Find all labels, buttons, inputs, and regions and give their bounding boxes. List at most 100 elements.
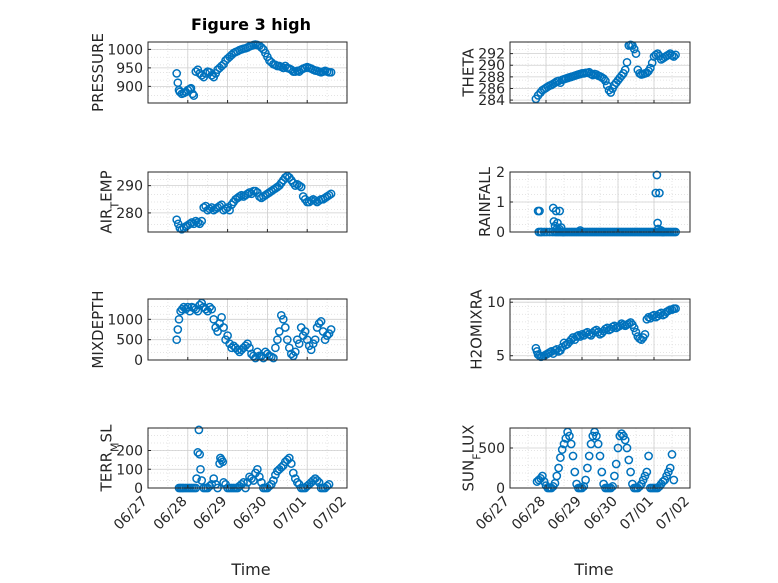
data-point	[292, 478, 302, 487]
data-point	[217, 61, 226, 71]
axes-box	[147, 171, 348, 233]
y-tick-label: 0	[134, 353, 143, 369]
data-point	[635, 482, 644, 491]
y-axis-label: AIRTEMP	[97, 170, 121, 233]
data-point	[551, 206, 561, 216]
data-point	[271, 343, 280, 353]
data-point	[219, 478, 228, 487]
data-point	[553, 226, 563, 235]
y-tick-label: 0	[496, 481, 505, 497]
data-point	[284, 453, 294, 463]
data-point	[595, 451, 605, 461]
data-point	[538, 471, 547, 481]
data-point	[652, 170, 662, 180]
data-point	[239, 478, 248, 487]
data-point	[592, 431, 601, 441]
data-point	[249, 476, 258, 485]
data-point	[209, 314, 219, 324]
data-point	[557, 445, 567, 454]
axes-box	[147, 298, 348, 361]
data-point	[620, 65, 630, 75]
data-point	[619, 431, 628, 441]
data-point	[622, 443, 632, 453]
x-tick-label: 06/29	[545, 494, 585, 534]
data-point	[669, 475, 679, 485]
data-point	[310, 335, 320, 345]
data-point	[610, 471, 619, 481]
data-point	[218, 457, 228, 467]
y-tick-label: 1000	[107, 312, 143, 328]
y-tick-label: 1	[496, 195, 505, 211]
y-tick-label: 286	[478, 81, 505, 97]
data-point	[644, 451, 653, 461]
y-tick-label: 290	[478, 58, 505, 74]
data-point	[183, 302, 193, 312]
data-point	[554, 463, 563, 473]
data-point	[664, 467, 673, 477]
data-point	[552, 224, 562, 234]
y-tick-label: 5	[496, 349, 505, 365]
y-tick-label: 284	[478, 93, 505, 109]
data-point	[290, 347, 300, 357]
data-point	[631, 49, 641, 58]
data-point	[565, 431, 574, 441]
data-point	[575, 226, 585, 235]
data-point	[593, 439, 603, 449]
data-point	[631, 327, 641, 337]
data-point	[196, 464, 205, 474]
data-point	[642, 467, 652, 477]
x-tick-label: 06/27	[473, 494, 513, 534]
y-axis-label: PRESSURE	[89, 33, 107, 112]
data-point	[257, 43, 266, 52]
data-point	[205, 481, 215, 491]
data-point	[294, 339, 304, 349]
data-point	[324, 329, 334, 338]
data-point	[188, 89, 197, 99]
data-point	[552, 344, 562, 354]
data-point	[197, 216, 207, 226]
subplot-7: 0 100 200 06/27 06/28 06/29 06/30 07/01 07/02 TER…	[97, 424, 349, 533]
data-point	[322, 331, 332, 340]
data-point	[597, 467, 607, 477]
data-point	[651, 188, 661, 198]
y-tick-label: 0	[496, 225, 505, 241]
data-point	[620, 435, 630, 445]
data-point	[601, 76, 610, 86]
data-point	[286, 459, 296, 468]
data-point	[624, 455, 634, 465]
data-point	[539, 477, 549, 486]
data-point	[205, 302, 215, 312]
data-point	[173, 78, 183, 88]
data-point	[312, 323, 322, 332]
data-point	[665, 463, 675, 473]
data-point	[273, 335, 282, 345]
data-point	[326, 189, 336, 199]
data-point	[586, 439, 596, 449]
data-point	[651, 50, 661, 60]
x-axis-label-right: Time	[573, 560, 613, 579]
y-tick-label: 900	[116, 79, 143, 95]
y-tick-label: 280	[116, 206, 143, 222]
figure-title: Figure 3 high	[191, 15, 311, 34]
data-point	[193, 218, 203, 227]
y-tick-label: 100	[116, 462, 143, 478]
data-point	[570, 467, 580, 477]
data-point	[175, 223, 185, 233]
y-tick-label: 292	[478, 47, 505, 63]
data-point	[615, 431, 625, 441]
data-point	[608, 482, 617, 491]
data-point	[225, 205, 234, 215]
data-point	[274, 327, 284, 336]
data-point	[217, 312, 226, 322]
data-point	[655, 188, 664, 198]
data-point	[312, 476, 322, 485]
y-tick-label: 10	[487, 295, 505, 311]
data-point	[653, 218, 662, 228]
data-point	[265, 481, 274, 491]
y-axis-label: TERRMSL	[97, 424, 121, 493]
data-point	[179, 302, 189, 312]
data-point	[581, 475, 590, 485]
